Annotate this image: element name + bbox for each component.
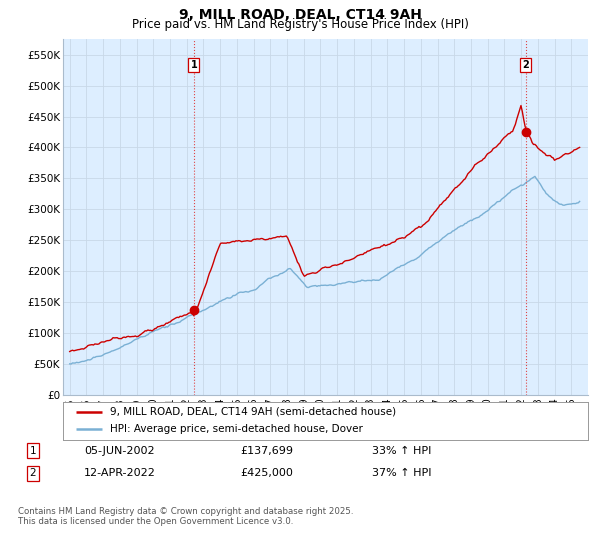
Text: 9, MILL ROAD, DEAL, CT14 9AH: 9, MILL ROAD, DEAL, CT14 9AH	[179, 8, 421, 22]
Text: 9, MILL ROAD, DEAL, CT14 9AH (semi-detached house): 9, MILL ROAD, DEAL, CT14 9AH (semi-detac…	[110, 407, 397, 417]
Text: 2: 2	[29, 468, 37, 478]
Text: Price paid vs. HM Land Registry's House Price Index (HPI): Price paid vs. HM Land Registry's House …	[131, 18, 469, 31]
Text: 37% ↑ HPI: 37% ↑ HPI	[372, 468, 431, 478]
Text: HPI: Average price, semi-detached house, Dover: HPI: Average price, semi-detached house,…	[110, 424, 363, 435]
Text: 05-JUN-2002: 05-JUN-2002	[84, 446, 155, 456]
Text: 33% ↑ HPI: 33% ↑ HPI	[372, 446, 431, 456]
Text: 1: 1	[191, 60, 197, 70]
Text: £137,699: £137,699	[240, 446, 293, 456]
Text: 1: 1	[29, 446, 37, 456]
Text: 2: 2	[523, 60, 529, 70]
Text: Contains HM Land Registry data © Crown copyright and database right 2025.
This d: Contains HM Land Registry data © Crown c…	[18, 507, 353, 526]
Text: 12-APR-2022: 12-APR-2022	[84, 468, 156, 478]
Text: £425,000: £425,000	[240, 468, 293, 478]
